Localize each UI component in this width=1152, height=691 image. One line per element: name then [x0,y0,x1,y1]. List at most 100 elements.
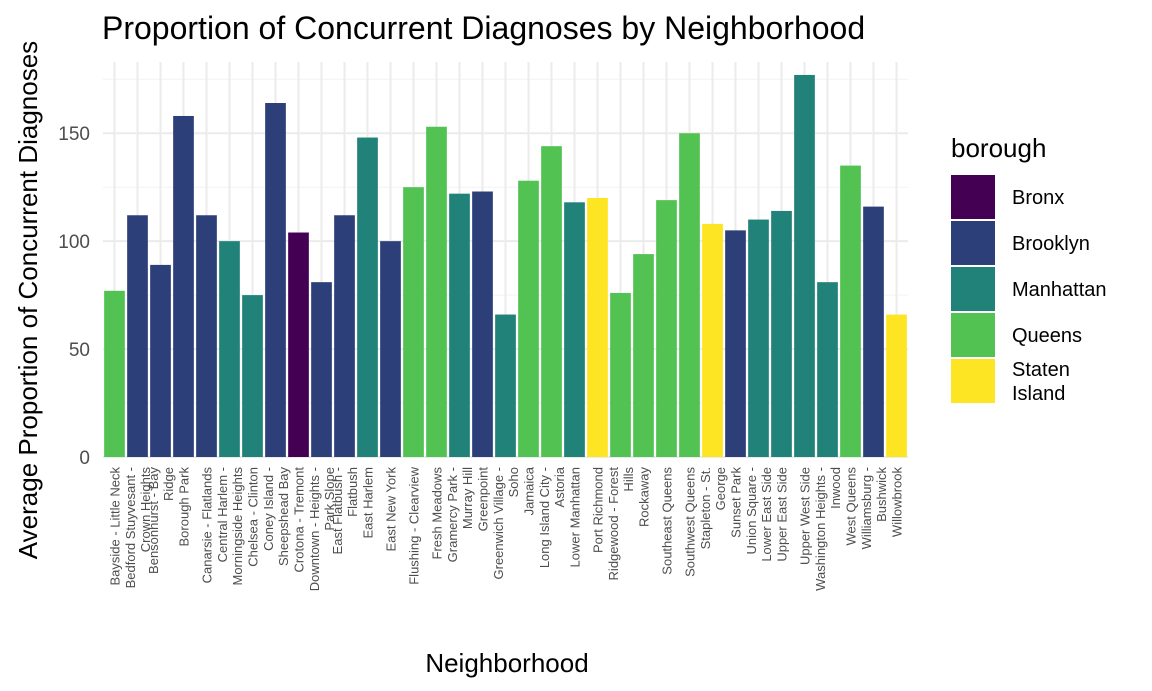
x-tick-label-line: Gramercy Park - [445,467,460,562]
bar-east-flatbush-flatbush [334,215,355,457]
x-tick-label: Canarsie - Flatlands [200,467,215,584]
x-tick-label: Bayside - Little Neck [108,467,123,586]
y-tick-label: 100 [58,232,90,253]
bar-bensonhurst-bay-ridge [150,264,171,457]
x-tick-label: Central Harlem - Morningside Heights [215,467,245,586]
x-tick-label-line: Morningside Heights [230,467,245,586]
bar-union-square-lower-east-side [748,219,769,457]
y-tick-label: 50 [69,340,90,361]
bar-east-harlem [357,137,378,457]
x-tick-label: Jamaica [522,466,537,515]
legend-label-staten-island: Staten [1012,359,1070,381]
x-tick-label-line: Canarsie - Flatlands [200,467,215,584]
y-axis-title: Average Proportion of Concurrent Diagnos… [13,41,43,559]
x-tick-label-line: Upper East Side [775,467,790,562]
x-tick-label-line: Lower East Side [759,467,774,562]
x-tick-label-line: Rockaway [637,467,652,527]
legend-label-brooklyn: Brooklyn [1012,233,1090,255]
x-tick-label-line: Murray Hill [460,467,475,529]
x-tick-label-line: East New York [384,467,399,552]
x-tick-label: Southeast Queens [660,467,675,575]
bar-bayside-little-neck [104,290,125,457]
x-tick-label: Union Square - Lower East Side [744,467,774,562]
x-tick-label-line: Park Slope [322,467,337,531]
x-tick-label: Borough Park [177,467,192,547]
x-tick-label-line: Ridge [161,467,176,501]
bar-willowbrook [886,314,907,457]
bar-long-island-city-astoria [541,146,562,457]
x-tick-label-line: George [713,467,728,510]
x-tick-label-line: Bedford Stuyvesant - [123,467,138,588]
bar-lower-manhattan [564,202,585,457]
x-tick-label-line: Port Richmond [591,467,606,553]
x-tick-label-line: Bushwick [874,467,889,522]
x-tick-label-line: Washington Heights - [813,467,828,591]
bar-central-harlem-morningside-heights [219,241,240,457]
x-tick-label-line: Southeast Queens [660,467,675,575]
bar-downtown-heights-park-slope [311,282,332,457]
y-tick-label: 0 [79,448,90,469]
x-tick-label-line: West Queens [844,467,859,546]
legend-label-manhattan: Manhattan [1012,279,1107,301]
x-tick-label-line: Chelsea - Clinton [246,467,261,567]
bar-greenpoint [472,191,493,458]
x-tick-label-line: Hills [621,467,636,492]
x-tick-label-line: Sheepshead Bay [276,467,291,567]
x-tick-label: Washington Heights - Inwood [813,467,843,591]
x-tick-label-line: Jamaica [522,466,537,515]
x-tick-label: Greenwich Village - Soho [491,467,521,579]
x-tick-label-line: Bensonhurst - Bay [146,467,161,574]
x-tick-label-line: Astoria [552,466,567,507]
x-tick-label-line: Lower Manhattan [568,467,583,567]
bar-chelsea-clinton [242,295,263,457]
x-tick-label: Flushing - Clearview [407,466,422,584]
bar-east-new-york [380,241,401,457]
bar-canarsie-flatlands [196,215,217,457]
x-tick-label-line: Long Island City - [537,467,552,568]
x-tick-label-line: Union Square - [744,467,759,554]
x-axis-ticks: Bayside - Little Neck Bedford Stuyvesant … [108,466,905,591]
x-tick-label: Downtown - Heights - Park Slope [307,467,337,591]
bar-upper-east-side [771,210,792,457]
x-tick-label: Upper West Side [798,467,813,565]
x-tick-label: Long Island City - Astoria [537,466,567,568]
bar-borough-park [173,115,194,458]
x-tick-label-line: Sunset Park [729,467,744,538]
bar-stapleton-st-george [702,223,723,457]
x-tick-label-line: Central Harlem - [215,467,230,562]
y-tick-label: 150 [58,124,90,145]
x-tick-label: Ridgewood - Forest Hills [606,467,636,581]
legend-title: borough [951,133,1046,163]
x-tick-label-line: Inwood [828,467,843,509]
x-tick-label: Stapleton - St. George [698,467,728,549]
bar-williamsburg-bushwick [863,206,884,457]
x-tick-label-line: Bayside - Little Neck [108,467,123,586]
x-tick-label: Fresh Meadows [430,467,445,560]
legend-label-staten-island: Island [1012,383,1065,405]
x-tick-label-line: Crown Heights [138,467,153,553]
x-tick-label-line: Flatbush [345,467,360,517]
x-tick-label: Williamsburg - Bushwick [859,467,889,550]
legend-key-brooklyn [951,221,995,265]
x-tick-label-line: Borough Park [177,467,192,547]
bar-greenwich-village-soho [495,314,516,457]
bar-southwest-queens [679,133,700,458]
x-tick-label-line: Crotona - Tremont [292,467,307,573]
x-tick-label: Bedford Stuyvesant - Crown Heights [123,467,153,589]
x-tick-label: Willowbrook [890,467,905,538]
bar-rockaway [633,254,654,457]
x-tick-label-line: Stapleton - St. [698,467,713,549]
legend-key-manhattan [951,267,995,311]
x-tick-label-line: Willowbrook [890,467,905,538]
legend-label-bronx: Bronx [1012,187,1064,209]
x-tick-label: Gramercy Park - Murray Hill [445,467,475,562]
bar-southeast-queens [656,200,677,457]
x-tick-label: East Flatbush - Flatbush [330,467,360,554]
x-tick-label-line: Greenpoint [476,467,491,532]
x-tick-label: Greenpoint [476,467,491,532]
x-tick-label: Lower Manhattan [568,467,583,567]
bar-upper-west-side [794,74,815,458]
x-tick-label: Rockaway [637,467,652,527]
bar-gramercy-park-murray-hill [449,193,470,457]
